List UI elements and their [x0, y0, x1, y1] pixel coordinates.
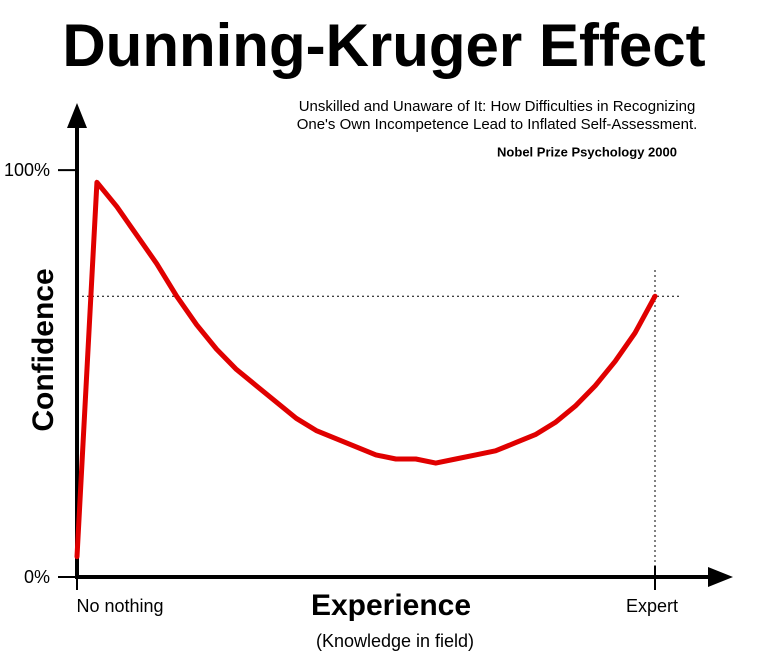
x-tick-label: No nothing	[76, 596, 163, 616]
x-axis-label: Experience	[311, 589, 471, 622]
y-tick-label: 100%	[4, 160, 50, 180]
x-axis-arrow	[708, 567, 733, 587]
y-axis-label: Confidence	[27, 268, 60, 431]
chart-title: Dunning-Kruger Effect	[62, 12, 705, 79]
y-tick-label: 0%	[24, 567, 50, 587]
x-axis-sublabel: (Knowledge in field)	[316, 631, 474, 651]
y-axis-arrow	[67, 103, 87, 128]
annotation: Nobel Prize Psychology 2000	[497, 144, 677, 159]
subtitle: Unskilled and Unaware of It: How Difficu…	[299, 98, 696, 115]
subtitle: One's Own Incompetence Lead to Inflated …	[297, 116, 698, 133]
data-line	[74, 179, 658, 560]
x-tick-label: Expert	[626, 596, 678, 616]
